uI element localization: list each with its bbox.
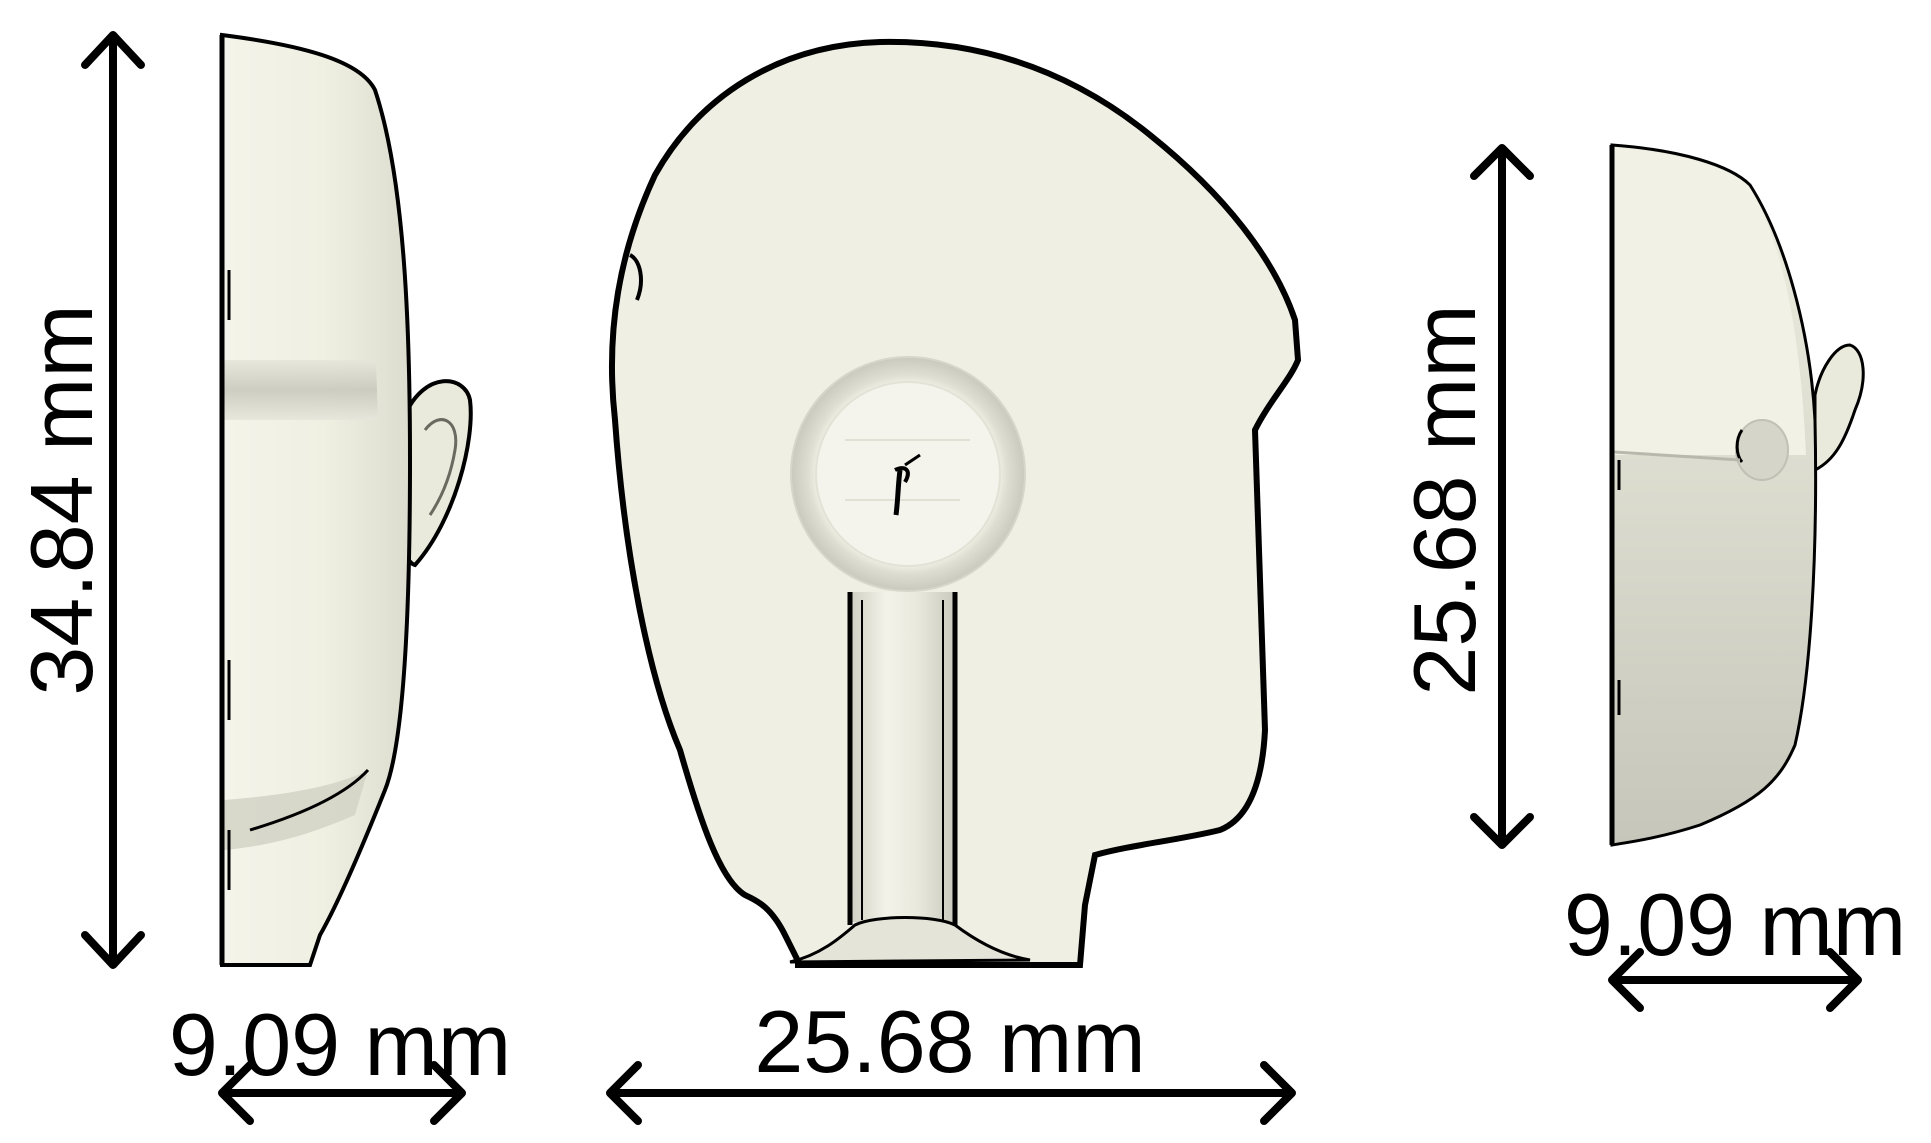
right-ear-shape (1813, 343, 1865, 473)
left-height-dimension: 34.84 mm (12, 31, 145, 969)
front-view (608, 38, 1302, 968)
front-width-label: 25.68 mm (754, 992, 1145, 1091)
right-side-view (1609, 143, 1865, 847)
left-height-label: 34.84 mm (12, 304, 111, 695)
left-side-view (219, 32, 473, 967)
right-height-label: 25.68 mm (1395, 304, 1494, 695)
left-profile-shape (220, 32, 413, 967)
left-width-dimension: 9.09 mm (169, 995, 511, 1125)
right-width-label: 9.09 mm (1564, 875, 1906, 974)
right-height-dimension: 25.68 mm (1395, 144, 1534, 849)
front-tube (850, 592, 955, 922)
right-width-dimension: 9.09 mm (1564, 875, 1906, 1012)
left-width-label: 9.09 mm (169, 995, 511, 1094)
front-width-dimension: 25.68 mm (606, 992, 1296, 1125)
